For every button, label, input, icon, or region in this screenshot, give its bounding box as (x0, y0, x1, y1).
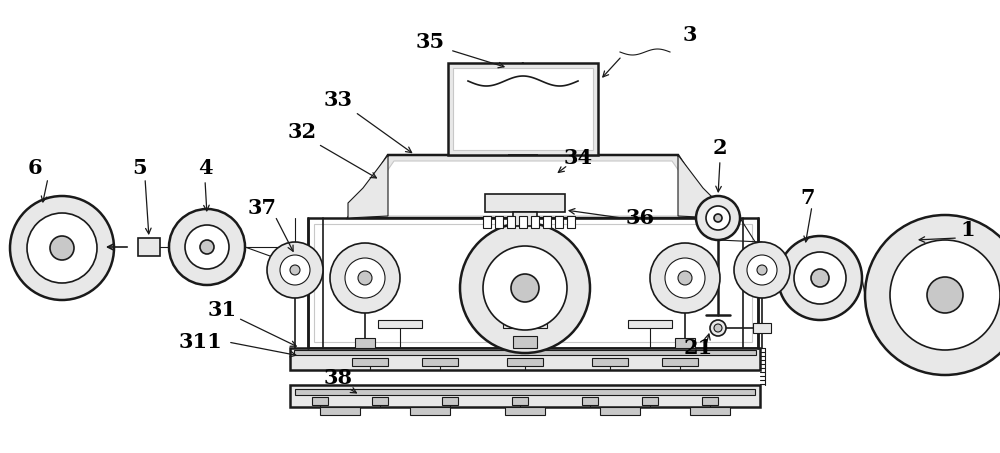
Circle shape (734, 242, 790, 298)
Circle shape (865, 215, 1000, 375)
Bar (675, 338, 695, 348)
Circle shape (330, 243, 400, 313)
Bar (513, 212, 537, 226)
Circle shape (27, 213, 97, 283)
Bar (503, 320, 547, 328)
Bar (448, 63, 598, 155)
Polygon shape (356, 161, 710, 216)
Bar (512, 397, 528, 405)
Bar (442, 397, 458, 405)
Text: 33: 33 (324, 90, 352, 110)
Polygon shape (348, 155, 718, 218)
Circle shape (169, 209, 245, 285)
Circle shape (185, 225, 229, 269)
Circle shape (650, 243, 720, 313)
Bar (138, 238, 160, 256)
Bar (531, 216, 539, 228)
Bar (690, 407, 730, 415)
Bar (543, 216, 551, 228)
Bar (582, 397, 598, 405)
Text: 4: 4 (198, 158, 212, 178)
Circle shape (710, 320, 726, 336)
Circle shape (511, 274, 539, 302)
Bar (628, 320, 672, 328)
Circle shape (890, 240, 1000, 350)
Bar (453, 68, 593, 150)
Circle shape (345, 258, 385, 298)
Circle shape (757, 265, 767, 275)
Bar (662, 358, 698, 366)
Bar (422, 358, 458, 366)
Bar (314, 224, 752, 342)
Bar (592, 358, 628, 366)
Circle shape (10, 196, 114, 300)
Circle shape (267, 242, 323, 298)
Text: 6: 6 (28, 158, 42, 178)
Circle shape (200, 240, 214, 254)
Circle shape (811, 269, 829, 287)
Circle shape (696, 196, 740, 240)
Bar (495, 216, 503, 228)
Text: 38: 38 (324, 368, 352, 388)
Circle shape (794, 252, 846, 304)
Bar (378, 320, 422, 328)
Circle shape (50, 236, 74, 260)
Circle shape (280, 255, 310, 285)
Circle shape (358, 271, 372, 285)
Circle shape (778, 236, 862, 320)
Bar (308, 218, 758, 348)
Bar (567, 216, 575, 228)
Circle shape (706, 206, 730, 230)
Bar (372, 397, 388, 405)
Circle shape (483, 246, 567, 330)
Circle shape (747, 255, 777, 285)
Bar (410, 407, 450, 415)
Bar (507, 358, 543, 366)
Bar (312, 397, 328, 405)
Text: 37: 37 (248, 198, 276, 218)
Bar (294, 350, 756, 355)
Polygon shape (678, 155, 718, 218)
Polygon shape (348, 155, 388, 218)
Bar (352, 358, 388, 366)
Circle shape (665, 258, 705, 298)
Text: 5: 5 (133, 158, 147, 178)
Circle shape (460, 223, 590, 353)
Circle shape (714, 324, 722, 332)
Text: 32: 32 (287, 122, 317, 142)
Text: 21: 21 (683, 338, 713, 358)
Text: 311: 311 (178, 332, 222, 352)
Bar (507, 216, 515, 228)
Bar (519, 216, 527, 228)
Text: 3: 3 (683, 25, 697, 45)
Circle shape (927, 277, 963, 313)
Text: 34: 34 (563, 148, 593, 168)
Circle shape (678, 271, 692, 285)
Text: 2: 2 (713, 138, 727, 158)
Bar (483, 216, 491, 228)
Text: 31: 31 (207, 300, 237, 320)
Bar (702, 397, 718, 405)
Bar (290, 385, 760, 407)
Bar (753, 323, 771, 333)
Text: 35: 35 (415, 32, 445, 52)
Text: 36: 36 (625, 208, 655, 228)
Bar (513, 336, 537, 348)
Circle shape (714, 214, 722, 222)
Bar (290, 348, 760, 370)
Circle shape (290, 265, 300, 275)
Text: 7: 7 (801, 188, 815, 208)
Bar (600, 407, 640, 415)
Bar (505, 407, 545, 415)
Bar (295, 389, 755, 395)
Bar (320, 407, 360, 415)
Bar (485, 194, 565, 212)
Bar (642, 397, 658, 405)
Bar (355, 338, 375, 348)
Bar (555, 216, 563, 228)
Text: 1: 1 (961, 220, 975, 240)
